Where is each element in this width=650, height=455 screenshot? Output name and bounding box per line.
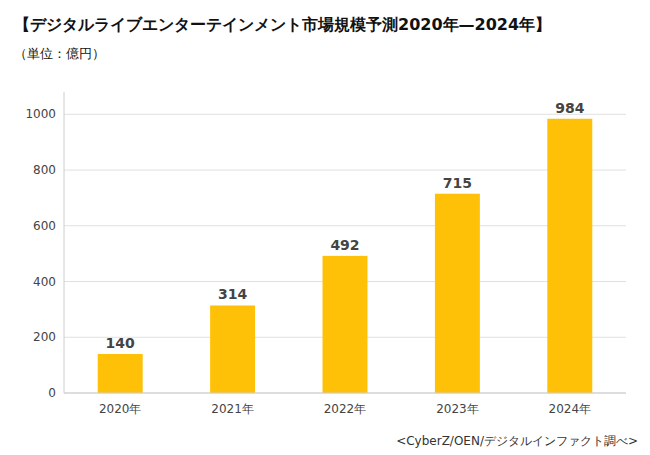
bar: [435, 194, 480, 393]
y-tick-label: 0: [48, 386, 56, 400]
title: 【デジタルライブエンターテインメント市場規模予測2020年—2024年】: [14, 15, 551, 34]
x-tick-label: 2020年: [99, 402, 142, 416]
x-tick-label: 2022年: [324, 402, 367, 416]
data-label: 140: [106, 335, 135, 351]
bar: [323, 256, 368, 393]
data-label: 314: [218, 286, 247, 302]
source: <CyberZ/OEN/デジタルインファクト調べ>: [396, 434, 638, 448]
subtitle: （単位：億円）: [14, 46, 105, 61]
grid-line: [64, 114, 626, 115]
x-tick-label: 2023年: [436, 402, 479, 416]
y-tick-label: 800: [33, 163, 56, 177]
bar: [98, 354, 143, 393]
y-tick-label: 200: [33, 330, 56, 344]
grid-line: [64, 393, 626, 394]
bars: [98, 119, 593, 393]
data-label: 984: [555, 100, 584, 116]
y-tick-label: 1000: [25, 107, 56, 121]
x-axis-line: [64, 393, 626, 394]
y-axis-line: [64, 92, 65, 393]
bar: [210, 305, 255, 393]
chart-svg: 【デジタルライブエンターテインメント市場規模予測2020年—2024年】 （単位：…: [0, 0, 650, 455]
chart-container: 【デジタルライブエンターテインメント市場規模予測2020年—2024年】 （単位：…: [0, 0, 650, 455]
grid-line: [64, 170, 626, 171]
x-tick-label: 2021年: [211, 402, 254, 416]
grid-line: [64, 225, 626, 226]
data-label: 492: [330, 237, 359, 253]
grid: [64, 114, 626, 393]
y-tick-label: 400: [33, 275, 56, 289]
data-label: 715: [443, 175, 472, 191]
bar: [547, 119, 592, 393]
x-tick-label: 2024年: [549, 402, 592, 416]
y-tick-label: 600: [33, 219, 56, 233]
